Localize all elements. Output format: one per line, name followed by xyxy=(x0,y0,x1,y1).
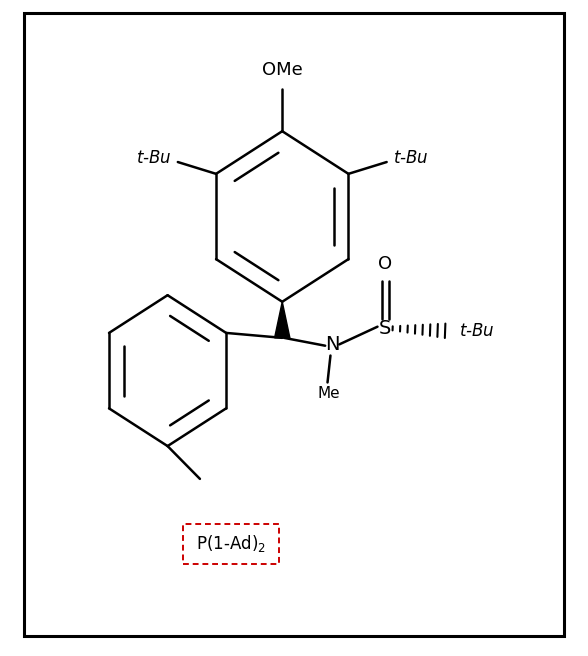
Text: $t$-Bu: $t$-Bu xyxy=(136,149,172,167)
Text: OMe: OMe xyxy=(262,61,303,79)
Polygon shape xyxy=(275,302,290,338)
Text: Me: Me xyxy=(318,386,340,401)
Text: O: O xyxy=(378,255,392,273)
FancyBboxPatch shape xyxy=(183,524,279,564)
Text: $t$-Bu: $t$-Bu xyxy=(393,149,428,167)
Text: N: N xyxy=(325,335,339,354)
Text: P(1-Ad)$_2$: P(1-Ad)$_2$ xyxy=(196,533,266,554)
Text: $t$-Bu: $t$-Bu xyxy=(459,322,495,340)
Text: S: S xyxy=(379,319,392,337)
